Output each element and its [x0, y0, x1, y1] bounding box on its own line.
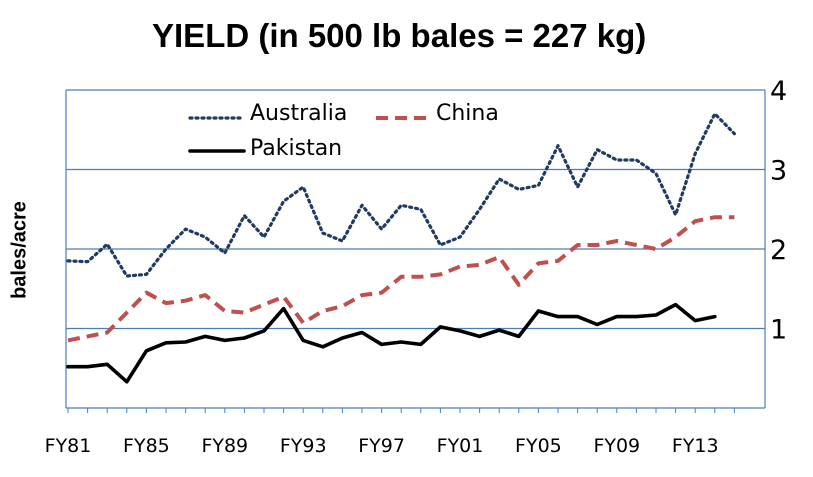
x-tick-label-FY93: FY93: [280, 435, 327, 457]
y-tick-label-1: 1: [770, 315, 787, 346]
x-tick-label-FY13: FY13: [672, 435, 719, 457]
x-tick-label-FY97: FY97: [358, 435, 405, 457]
series-line-pakistan: [66, 302, 717, 384]
x-tick-label-FY01: FY01: [437, 435, 484, 457]
legend-label-pakistan: Pakistan: [250, 136, 343, 161]
series-line-china: [67, 215, 735, 343]
x-tick-label-FY85: FY85: [123, 435, 170, 457]
x-tick-label-FY89: FY89: [201, 435, 248, 457]
chart-title: YIELD (in 500 lb bales = 227 kg): [152, 17, 647, 54]
y-tick-label-3: 3: [770, 156, 787, 187]
series-line-australia: [66, 112, 737, 278]
x-tick-label-FY09: FY09: [593, 435, 640, 457]
x-tick-label-FY05: FY05: [515, 435, 562, 457]
legend-label-china: China: [436, 101, 499, 126]
legend-label-australia: Australia: [250, 101, 348, 126]
x-tick-label-FY81: FY81: [45, 435, 92, 457]
y-tick-label-2: 2: [770, 235, 787, 266]
y-tick-label-4: 4: [770, 76, 787, 107]
